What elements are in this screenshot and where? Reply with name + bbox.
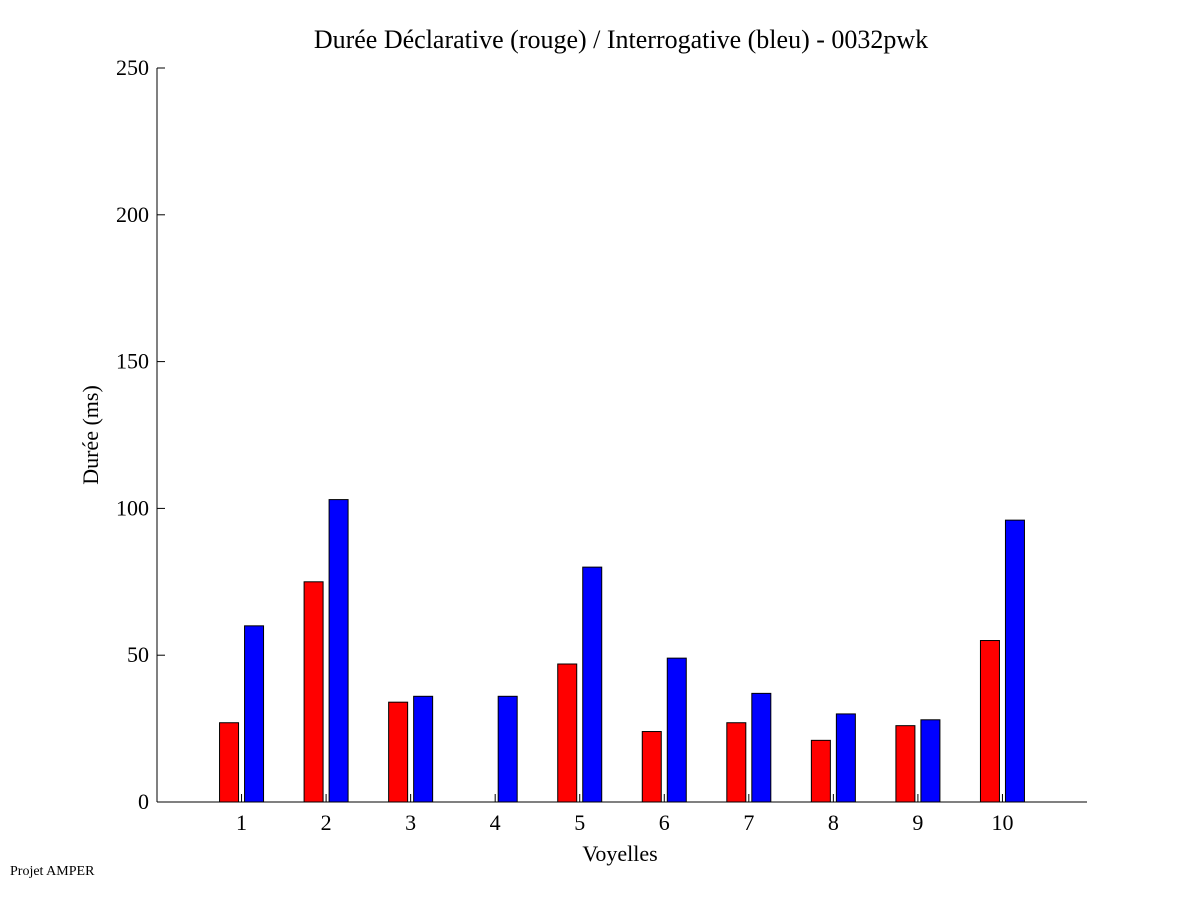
bar-interrogative-5 (582, 566, 603, 803)
x-tick-label: 3 (405, 810, 416, 835)
bar-interrogative-9 (920, 719, 941, 803)
x-tick-label: 6 (659, 810, 670, 835)
y-tick-label: 0 (138, 789, 149, 814)
chart-title: Durée Déclarative (rouge) / Interrogativ… (314, 25, 928, 54)
y-tick-label: 250 (116, 55, 149, 80)
bar-declarative-7 (726, 722, 747, 803)
x-tick-label: 8 (828, 810, 839, 835)
bar-declarative-6 (641, 731, 662, 803)
bar-interrogative-8 (835, 713, 856, 803)
bar-interrogative-4 (497, 695, 518, 803)
credit-text: Projet AMPER (10, 864, 95, 879)
bars (219, 499, 1025, 803)
x-tick-label: 9 (912, 810, 923, 835)
x-tick-label: 10 (991, 810, 1013, 835)
x-tick-label: 4 (490, 810, 501, 835)
bar-declarative-1 (219, 722, 240, 803)
y-tick-label: 200 (116, 202, 149, 227)
bar-interrogative-6 (666, 657, 687, 803)
y-axis-label: Durée (ms) (78, 385, 103, 485)
x-tick-label: 5 (574, 810, 585, 835)
bar-declarative-8 (810, 739, 831, 803)
y-tick-label: 100 (116, 495, 149, 520)
bar-interrogative-2 (328, 499, 349, 803)
bar-interrogative-10 (1004, 519, 1025, 803)
x-tick-label: 7 (743, 810, 754, 835)
x-tick-label: 1 (236, 810, 247, 835)
bar-declarative-9 (895, 725, 916, 803)
bar-declarative-3 (388, 701, 409, 803)
bar-declarative-5 (557, 663, 578, 803)
bar-declarative-10 (979, 640, 1000, 803)
x-axis-label: Voyelles (582, 841, 657, 866)
bar-interrogative-7 (751, 692, 772, 803)
bar-declarative-2 (303, 581, 324, 803)
bar-interrogative-1 (244, 625, 265, 803)
bar-interrogative-3 (413, 695, 434, 803)
y-tick-label: 150 (116, 349, 149, 374)
y-tick-label: 50 (127, 642, 149, 667)
x-tick-label: 2 (321, 810, 332, 835)
